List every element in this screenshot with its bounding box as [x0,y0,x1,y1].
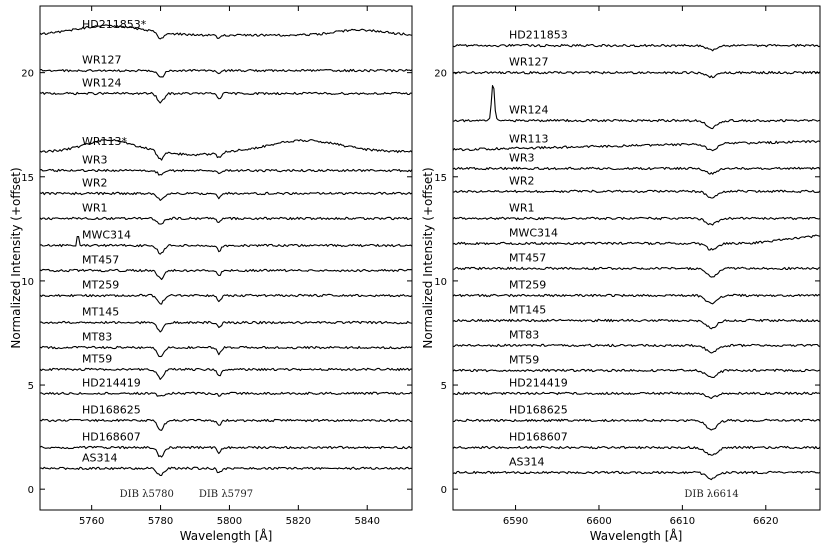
right-series-label-wr2: WR2 [509,174,535,187]
right-y-tick-label-10: 10 [434,277,447,288]
left-spectrum-wr127 [39,68,413,78]
left-spectrum-as314 [40,466,413,477]
right-spectrum-mt145 [452,318,821,330]
left-spectrum-wr124 [39,91,413,104]
right-y-axis-label: Normalized Intensity (+offset) [421,167,435,348]
right-spectrum-hd168607 [452,445,821,456]
left-y-axis-label: Normalized Intensity (+offset) [9,167,23,348]
left-dib-label-2: DIB λ5797 [199,489,253,500]
right-series-label-wr3: WR3 [509,151,535,164]
left-series-label-mt83: MT83 [82,331,112,344]
right-series-label-mt145: MT145 [509,303,546,316]
right-spectrum-wr1 [452,216,821,226]
right-series-label-mt59: MT59 [509,353,539,366]
right-series-label-wr127: WR127 [509,56,549,69]
right-dib-label-1: DIB λ6614 [684,489,738,500]
right-series-label-wr124: WR124 [509,104,549,117]
left-y-tick-label-5: 5 [28,381,34,392]
left-series-label-hd211853: HD211853* [82,18,147,31]
left-spectrum-hd211853 [39,24,413,40]
left-spectrum-mt259 [39,293,413,305]
left-series-label-wr113: WR113* [82,135,128,148]
left-x-axis-label: Wavelength [Å] [180,528,273,543]
right-x-tick-label-6600: 6600 [586,516,611,527]
left-panel: AS314 HD168607 HD168625 HD214419 MT59 MT83 MT1… [9,5,413,543]
left-x-tick-label-5800: 5800 [217,516,242,527]
right-y-tick-label-5: 5 [441,381,447,392]
right-series-label-mt259: MT259 [509,278,546,291]
left-x-tick-label-5820: 5820 [286,516,311,527]
left-spectrum-mt145 [39,320,413,333]
left-y-tick-label-10: 10 [21,277,34,288]
right-series-label-mwc314: MWC314 [509,226,558,239]
left-y-tick-label-0: 0 [28,485,34,496]
left-spectrum-hd214419 [39,391,413,397]
left-spectrum-wr1 [39,216,413,225]
right-spectrum-hd168625 [453,418,821,431]
right-spectrum-wr113 [452,140,821,152]
right-x-tick-label-6620: 6620 [753,516,778,527]
right-series-label-wr1: WR1 [509,201,535,214]
right-x-tick-label-6590: 6590 [503,516,528,527]
right-series-label-hd211853: HD211853 [509,29,568,42]
right-series-label-mt83: MT83 [509,328,539,341]
left-series-label-mt457: MT457 [82,253,119,266]
left-series-label-mt145: MT145 [82,306,119,319]
left-spectrum-hd168625 [39,418,412,431]
right-series-label-mt457: MT457 [509,251,546,264]
right-spectrum-wr124 [452,85,821,130]
left-x-tick-label-5780: 5780 [148,516,173,527]
right-y-tick-label-15: 15 [434,173,447,184]
left-series-label-wr127: WR127 [82,54,122,67]
left-spectrum-mwc314 [39,236,413,255]
right-x-axis-label: Wavelength [Å] [590,528,683,543]
right-series-label-as314: AS314 [509,456,545,469]
right-series-label-wr113: WR113 [509,133,549,146]
left-spectrum-mt59 [39,367,413,380]
right-spectrum-as314 [452,470,821,481]
right-spectrum-hd211853 [452,43,821,52]
left-x-tick-label-5840: 5840 [354,516,379,527]
right-panel: AS314 HD168607 HD168625 HD214419 MT59 MT83 MT1… [421,5,821,543]
right-x-tick-label-6610: 6610 [670,516,695,527]
right-spectrum-wr127 [452,70,821,79]
left-spectrum-wr2 [39,191,413,201]
left-series-label-wr2: WR2 [82,176,108,189]
right-spectrum-mwc314 [452,234,821,251]
right-series-label-hd168625: HD168625 [509,403,568,416]
right-spectrum-mt457 [452,266,821,278]
left-series-label-hd214419: HD214419 [82,376,141,389]
left-series-label-wr124: WR124 [82,76,122,89]
right-spectrum-hd214419 [452,391,821,400]
left-spectrum-wr3 [39,168,413,176]
right-spectrum-mt83 [453,343,821,354]
left-x-tick-label-5760: 5760 [79,516,104,527]
left-y-tick-label-20: 20 [21,69,34,80]
right-y-tick-label-20: 20 [434,69,447,80]
left-spectrum-wr113 [39,139,413,161]
left-spectrum-hd168607 [39,445,413,458]
left-series-label-mt59: MT59 [82,352,112,365]
left-spectrum-mt83 [39,345,413,358]
left-axes-frame [39,5,413,511]
right-spectrum-wr3 [452,166,821,175]
left-spectrum-mt457 [39,268,413,281]
right-spectrum-mt259 [452,293,821,305]
right-series-label-hd214419: HD214419 [509,376,568,389]
left-series-label-as314: AS314 [82,451,118,464]
right-series-label-hd168607: HD168607 [509,431,568,444]
right-axes-frame [452,5,821,511]
left-series-label-mwc314: MWC314 [82,229,131,242]
left-series-label-wr3: WR3 [82,154,108,167]
left-dib-label-1: DIB λ5780 [120,489,174,500]
left-series-label-hd168607: HD168607 [82,431,141,444]
left-series-label-wr1: WR1 [82,201,108,214]
right-spectrum-mt59 [452,368,821,378]
left-series-label-hd168625: HD168625 [82,403,141,416]
left-y-tick-label-15: 15 [21,173,34,184]
left-series-label-mt259: MT259 [82,278,119,291]
right-spectrum-wr2 [452,189,821,199]
right-y-tick-label-0: 0 [441,485,447,496]
